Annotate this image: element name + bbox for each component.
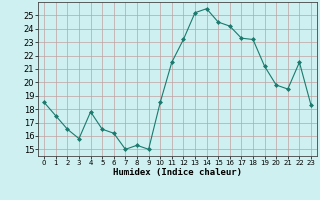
X-axis label: Humidex (Indice chaleur): Humidex (Indice chaleur) <box>113 168 242 177</box>
